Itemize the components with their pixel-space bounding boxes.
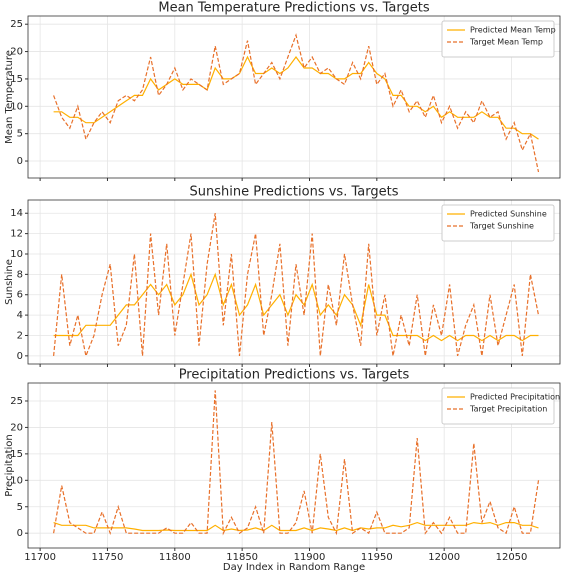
x-tick-label: 11750 <box>92 552 124 563</box>
plot-frame <box>27 382 561 549</box>
legend-label: Predicted Precipitation <box>470 393 560 402</box>
legend-label: Predicted Sunshine <box>470 210 547 219</box>
y-tick-label: 25 <box>10 396 23 407</box>
legend: Predicted Sunshine Target Sunshine <box>441 204 555 242</box>
data-line <box>53 55 539 140</box>
x-axis-label: Day Index in Random Range <box>223 562 365 573</box>
y-tick-label: 10 <box>10 101 23 112</box>
legend-label: Target Mean Temp <box>469 38 543 47</box>
data-line <box>53 272 539 342</box>
x-tick-label: 11800 <box>159 552 191 563</box>
legend-box <box>441 20 555 58</box>
y-tick-label: 0 <box>17 528 23 539</box>
y-tick-label: 5 <box>17 502 23 513</box>
chart-title: Mean Temperature Predictions vs. Targets <box>158 1 429 16</box>
legend-box <box>441 387 555 425</box>
y-tick-label: 0 <box>17 156 23 167</box>
y-tick-label: 4 <box>17 310 23 321</box>
data-line <box>53 33 540 173</box>
y-tick-label: 2 <box>17 330 23 341</box>
plot-frame <box>27 199 561 365</box>
y-tick-label: 6 <box>17 290 23 301</box>
y-tick-label: 14 <box>10 208 23 219</box>
x-tick-label: 12000 <box>428 552 460 563</box>
y-tick-label: 15 <box>10 74 23 85</box>
y-axis-label: Sunshine <box>4 259 15 305</box>
x-tick-label: 12050 <box>496 552 528 563</box>
y-tick-label: 20 <box>10 422 23 433</box>
chart-title: Precipitation Predictions vs. Targets <box>179 368 410 383</box>
x-tick-label: 11900 <box>294 552 326 563</box>
y-tick-label: 25 <box>10 19 23 30</box>
y-tick-label: 8 <box>17 269 23 280</box>
legend-label: Target Precipitation <box>469 405 547 414</box>
x-tick-label: 11850 <box>226 552 258 563</box>
y-tick-label: 15 <box>10 449 23 460</box>
legend: Predicted Mean Temp Target Mean Temp <box>441 20 556 58</box>
y-tick-label: 10 <box>10 249 23 260</box>
legend-box <box>441 204 555 242</box>
legend: Predicted Precipitation Target Precipitat… <box>441 387 560 425</box>
legend-label: Predicted Mean Temp <box>470 26 556 35</box>
y-tick-label: 20 <box>10 47 23 58</box>
x-tick-label: 11950 <box>361 552 393 563</box>
data-line <box>53 213 540 359</box>
chart-title: Sunshine Predictions vs. Targets <box>190 185 399 200</box>
y-tick-label: 5 <box>17 129 23 140</box>
legend-label: Target Sunshine <box>469 222 534 231</box>
plot-frame <box>27 15 561 179</box>
data-line <box>53 390 540 536</box>
y-tick-label: 0 <box>17 351 23 362</box>
y-tick-label: 12 <box>10 229 23 240</box>
y-axis-label: Mean Temperature <box>4 50 15 144</box>
y-tick-label: 10 <box>10 475 23 486</box>
y-axis-label: Precipitation <box>4 434 15 497</box>
x-tick-label: 11700 <box>24 552 56 563</box>
data-line <box>53 521 539 532</box>
